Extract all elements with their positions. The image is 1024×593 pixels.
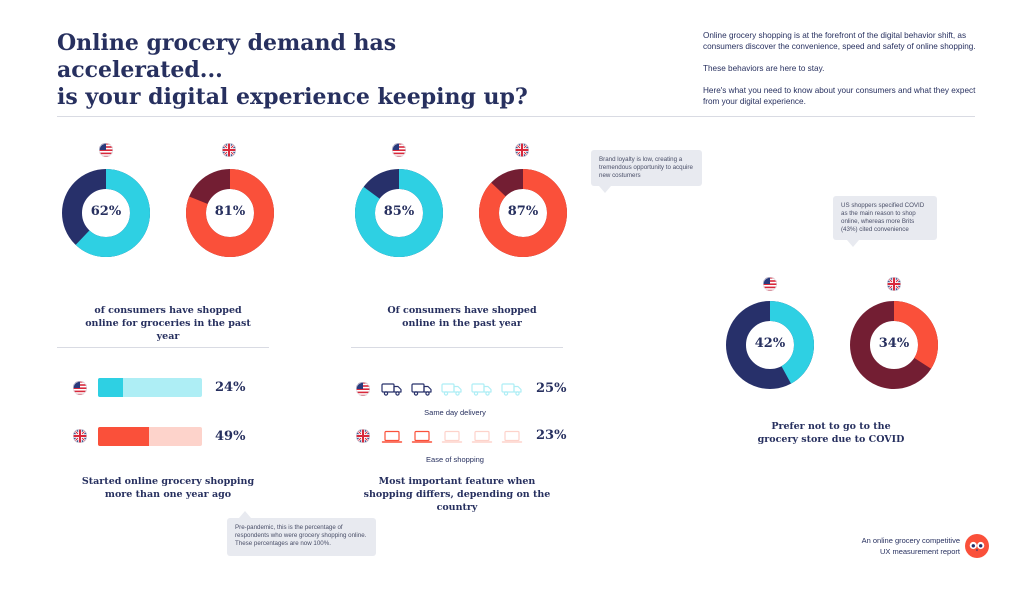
brand-loyalty-text: Brand loyalty is low, creating a tremend… xyxy=(599,156,693,179)
feature-uk-label: Ease of shopping xyxy=(426,455,484,464)
donut-value-segment xyxy=(850,301,938,389)
title-line-2: is your digital experience keeping up? xyxy=(57,84,528,110)
laptop-icon xyxy=(411,430,433,449)
bubble-tail xyxy=(239,511,251,518)
bar-us xyxy=(98,378,123,397)
donut-value-segment xyxy=(62,169,150,257)
us-flag-icon xyxy=(763,277,777,291)
donut-value-segment xyxy=(479,169,567,257)
bar-track-uk xyxy=(98,427,202,446)
donut-us-covid-label: 42% xyxy=(754,336,786,351)
donut-us-groceries xyxy=(62,169,150,257)
delivery-truck-icon xyxy=(381,382,403,401)
intro-text: Online grocery shopping is at the forefr… xyxy=(703,30,983,118)
donut-uk-online-label: 87% xyxy=(507,204,539,219)
laptop-icon xyxy=(501,430,523,449)
section-divider xyxy=(57,347,269,348)
feature-caption: Most important feature when shopping dif… xyxy=(363,476,551,513)
donut-uk-online xyxy=(479,169,567,257)
page-title: Online grocery demand has accelerated...… xyxy=(57,30,537,111)
us-flag-icon xyxy=(73,381,87,395)
donut-uk-groceries xyxy=(186,169,274,257)
uk-flag-icon xyxy=(356,429,370,443)
brand-loyalty-note: Brand loyalty is low, creating a tremend… xyxy=(591,150,702,193)
uk-flag-icon xyxy=(222,143,236,157)
bubble-tail xyxy=(599,186,611,193)
section-divider xyxy=(351,347,563,348)
us-flag-icon xyxy=(356,382,370,396)
groceries-caption: of consumers have shopped online for gro… xyxy=(85,305,251,342)
donut-value-segment xyxy=(186,169,274,257)
header-divider xyxy=(57,116,975,117)
pre-pandemic-note: Pre-pandemic, this is the percentage of … xyxy=(227,511,376,556)
feature-us-value: 25% xyxy=(536,381,567,396)
bubble-tail xyxy=(847,240,859,247)
delivery-truck-icon xyxy=(411,382,433,401)
truck-icon-row xyxy=(381,380,531,398)
bar-uk-value: 49% xyxy=(215,429,246,444)
donut-uk-groceries-label: 81% xyxy=(214,204,246,219)
laptop-icon xyxy=(381,430,403,449)
donut-us-online xyxy=(355,169,443,257)
covid-reason-text: US shoppers specified COVID as the main … xyxy=(841,202,925,233)
pre-pandemic-text: Pre-pandemic, this is the percentage of … xyxy=(235,524,367,547)
donut-us-groceries-label: 62% xyxy=(90,204,122,219)
uk-flag-icon xyxy=(515,143,529,157)
bar-track-us xyxy=(98,378,202,397)
feature-us-label: Same day delivery xyxy=(424,408,486,417)
donut-us-online-label: 85% xyxy=(383,204,415,219)
intro-paragraph: These behaviors are here to stay. xyxy=(703,64,825,73)
laptop-icon-row xyxy=(381,428,531,446)
started-caption: Started online grocery shopping more tha… xyxy=(81,476,255,500)
us-flag-icon xyxy=(99,143,113,157)
donut-value-segment xyxy=(355,169,443,257)
intro-paragraph: Here's what you need to know about your … xyxy=(703,86,976,106)
online-caption: Of consumers have shopped online in the … xyxy=(387,305,537,329)
donut-uk-covid-label: 34% xyxy=(878,336,910,351)
owl-logo-icon xyxy=(965,534,989,558)
laptop-icon xyxy=(441,430,463,449)
intro-paragraph: Online grocery shopping is at the forefr… xyxy=(703,31,976,51)
title-line-1: Online grocery demand has accelerated... xyxy=(57,30,397,83)
bar-uk xyxy=(98,427,149,446)
delivery-truck-icon xyxy=(501,382,523,401)
us-flag-icon xyxy=(392,143,406,157)
covid-caption: Prefer not to go to the grocery store du… xyxy=(757,421,905,445)
delivery-truck-icon xyxy=(471,382,493,401)
covid-reason-note: US shoppers specified COVID as the main … xyxy=(833,196,937,247)
feature-uk-value: 23% xyxy=(536,428,567,443)
donut-uk-covid xyxy=(850,301,938,389)
laptop-icon xyxy=(471,430,493,449)
donut-value-segment xyxy=(726,301,814,389)
bar-us-value: 24% xyxy=(215,380,246,395)
uk-flag-icon xyxy=(887,277,901,291)
footer-line-2: UX measurement report xyxy=(879,547,960,556)
uk-flag-icon xyxy=(73,429,87,443)
report-footer: An online grocery competitive UX measure… xyxy=(800,535,960,557)
donut-us-covid xyxy=(726,301,814,389)
footer-line-1: An online grocery competitive xyxy=(861,536,960,545)
delivery-truck-icon xyxy=(441,382,463,401)
